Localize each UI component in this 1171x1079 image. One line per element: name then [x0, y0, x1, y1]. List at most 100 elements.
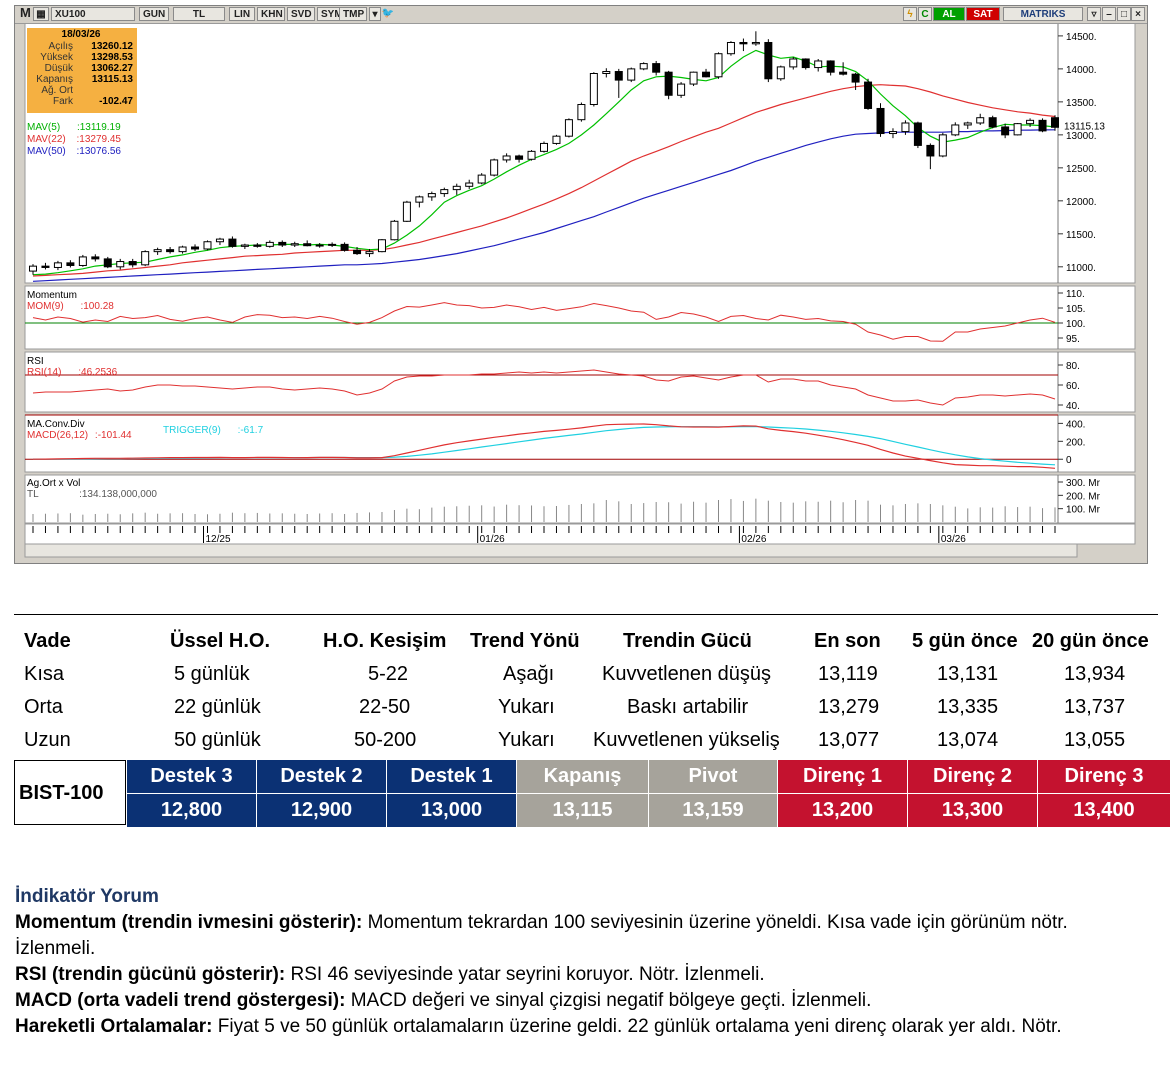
- price-tick-label: 14000.: [1066, 65, 1097, 76]
- comment-macd: MACD (orta vadeli trend göstergesi): MAC…: [15, 988, 1115, 1014]
- candle-body: [1038, 119, 1047, 132]
- candle-body: [751, 41, 760, 45]
- candle-body: [427, 193, 436, 198]
- cell: 5 günlük: [174, 663, 250, 685]
- comment-text: RSI 46 seviyesinde yatar seyrini koruyor…: [285, 964, 765, 985]
- level-value: 12,900: [257, 794, 386, 827]
- price-tick-label: 11000.: [1066, 263, 1096, 274]
- candle-body: [41, 265, 50, 268]
- mav22-legend: MAV(22) :13279.45: [27, 134, 121, 145]
- candle-body: [440, 189, 449, 195]
- cell: 50 günlük: [174, 729, 261, 751]
- momentum-line: [32, 302, 1056, 342]
- candle-body: [315, 244, 324, 247]
- candle-body: [490, 159, 499, 176]
- macd-tick-label: 200.: [1066, 437, 1085, 448]
- level-value: 12,800: [127, 794, 256, 827]
- comment-text: Fiyat 5 ve 50 günlük ortalamaların üzeri…: [212, 1016, 1062, 1037]
- chevron-down-icon[interactable]: ▾: [369, 7, 381, 21]
- candle-body: [714, 53, 723, 78]
- candle-body: [652, 63, 661, 73]
- candle-body: [228, 238, 237, 247]
- candle-body: [128, 261, 137, 266]
- candle-body: [402, 201, 411, 222]
- col-header: En son: [814, 630, 881, 652]
- candle-body: [1013, 123, 1022, 136]
- scroll-down-icon[interactable]: ▿: [1087, 7, 1101, 21]
- macd-tick-label: 400.: [1066, 419, 1085, 430]
- candle-body: [452, 185, 461, 191]
- cell: Yukarı: [498, 696, 555, 718]
- symbol-menu-icon[interactable]: ▦: [33, 7, 49, 21]
- lin-button[interactable]: LIN: [229, 7, 255, 21]
- period-button[interactable]: GUN: [139, 7, 169, 21]
- rsi-legend: RSI(14) :46.2536: [27, 367, 118, 378]
- candle-body: [976, 117, 985, 124]
- mav50-legend: MAV(50) :13076.56: [27, 146, 121, 157]
- support-resistance-table: BIST-100 Destek 3 12,800 Destek 2 12,900…: [14, 760, 1170, 827]
- cell: Baskı artabilir: [627, 696, 749, 718]
- candle-body: [515, 155, 524, 160]
- svd-button[interactable]: SVD: [287, 7, 315, 21]
- candle-body: [776, 66, 785, 80]
- lightning-icon[interactable]: ϟ: [903, 7, 917, 21]
- buy-button[interactable]: AL: [933, 7, 965, 21]
- price-tick-label: 11500.: [1066, 230, 1096, 241]
- chart-window: 14500. 14000. 13500. 13000. 12500. 12000. 1150…: [14, 5, 1148, 564]
- macd-line: [32, 423, 1056, 469]
- info-label: Ağ. Ort: [41, 85, 73, 96]
- momentum-tick-label: 95.: [1066, 334, 1080, 345]
- momentum-title: Momentum: [27, 290, 78, 301]
- close-icon[interactable]: ×: [1131, 7, 1145, 21]
- c-button[interactable]: C: [918, 7, 932, 21]
- candle-body: [826, 60, 835, 73]
- candle-body: [764, 41, 773, 80]
- info-value: 13115.13: [91, 74, 133, 85]
- info-label: Düşük: [44, 63, 73, 74]
- cell: 13,119: [818, 663, 878, 685]
- cell: 13,055: [1064, 729, 1126, 751]
- sell-button[interactable]: SAT: [966, 7, 1000, 21]
- candle-body: [365, 251, 374, 255]
- khn-button[interactable]: KHN: [257, 7, 285, 21]
- cell: 13,335: [937, 696, 999, 718]
- candle-body: [166, 249, 175, 253]
- mav50-line: [32, 129, 1056, 282]
- level-value: 13,115: [517, 794, 648, 827]
- info-label: Kapanış: [36, 74, 73, 85]
- candle-body: [614, 71, 623, 81]
- tmp-button[interactable]: TMP: [339, 7, 367, 21]
- candle-body: [627, 68, 636, 81]
- candle-body: [839, 71, 848, 75]
- col-header: Üssel H.O.: [170, 630, 271, 652]
- info-row: Düşük 13062.27: [27, 63, 135, 74]
- currency-button[interactable]: TL: [173, 7, 225, 21]
- macd-title: MA.Conv.Div: [27, 419, 85, 430]
- cell: 13,074: [937, 729, 999, 751]
- twitter-icon[interactable]: 🐦: [381, 8, 395, 19]
- symbol-field[interactable]: XU100: [51, 7, 135, 21]
- rsi-tick-label: 80.: [1066, 361, 1080, 372]
- level-header: Destek 1: [387, 760, 516, 793]
- momentum-panel: [24, 285, 1136, 350]
- candle-body: [328, 243, 337, 246]
- minimize-icon[interactable]: –: [1102, 7, 1116, 21]
- cell: Yukarı: [498, 729, 555, 751]
- info-row: Açılış 13260.12: [27, 41, 135, 52]
- mav22-line: [32, 84, 1056, 277]
- col-header: H.O. Kesişim: [323, 630, 447, 652]
- candle-body: [864, 81, 873, 109]
- maximize-icon[interactable]: □: [1117, 7, 1131, 21]
- x-tick-label: 03/26: [941, 534, 966, 545]
- info-row: Fark -102.47: [27, 96, 135, 107]
- info-label: Yüksek: [40, 52, 73, 63]
- price-tick-label: 13000.: [1066, 131, 1097, 142]
- macd-panel: [24, 414, 1136, 473]
- volume-tick-label: 200. Mr: [1066, 491, 1101, 502]
- level-header: Kapanış: [517, 760, 648, 793]
- cell: 22-50: [359, 696, 411, 718]
- candle-body: [153, 249, 162, 253]
- info-label: Fark: [53, 96, 73, 107]
- candle-body: [677, 83, 686, 96]
- candle-body: [901, 122, 910, 133]
